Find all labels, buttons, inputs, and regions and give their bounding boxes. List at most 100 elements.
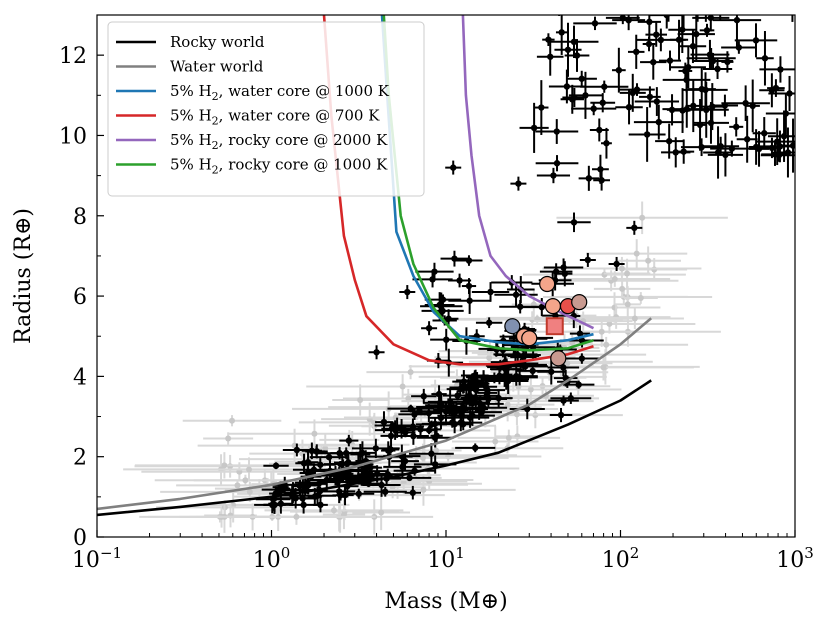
y-tick-label: 2: [73, 446, 87, 471]
bg-planet-point: [527, 386, 534, 393]
planet-point: [401, 457, 409, 465]
planet-point: [515, 180, 522, 187]
planet-point: [563, 83, 571, 90]
planet-point: [428, 421, 435, 428]
planet-point: [714, 65, 721, 73]
bg-planet-point: [322, 445, 329, 452]
bg-planet-point: [651, 266, 658, 273]
highlighted-planet-circle: [571, 294, 588, 311]
planet-point: [317, 501, 324, 509]
planet-point: [564, 46, 572, 53]
planet-point: [454, 392, 461, 399]
bg-planet-point: [505, 434, 512, 441]
planet-point: [271, 501, 278, 509]
bg-planet-point: [311, 430, 318, 437]
x-axis-ticks: 10−1 100 101 102 103: [72, 530, 814, 573]
planet-point: [619, 15, 627, 22]
bg-planet-point: [433, 447, 440, 454]
highlighted-planet-circle: [504, 318, 521, 335]
planet-point: [553, 128, 560, 135]
planet-point: [373, 349, 380, 356]
planet-point: [666, 57, 674, 64]
planet-point: [300, 460, 308, 467]
planet-point: [690, 102, 697, 110]
planet-point: [560, 264, 567, 271]
planet-point: [456, 277, 463, 284]
planet-point: [425, 409, 433, 417]
bg-planet-point: [225, 435, 232, 442]
bg-planet-point: [492, 438, 499, 445]
planet-point: [310, 466, 318, 473]
planet-point: [411, 411, 418, 418]
planet-point: [693, 30, 700, 38]
y-tick-label: 0: [73, 526, 87, 551]
y-tick-label: 8: [73, 205, 87, 230]
planet-point: [775, 151, 783, 159]
planet-point: [502, 365, 509, 373]
planet-point: [504, 377, 512, 385]
planet-point: [655, 118, 663, 126]
planet-point: [570, 38, 578, 46]
planet-point: [279, 485, 286, 492]
x-tick-label: 10−1: [72, 544, 122, 573]
curve-2: [97, 317, 653, 511]
planet-point: [672, 149, 679, 156]
planet-point: [545, 36, 552, 43]
planet-point: [343, 449, 350, 457]
bg-planet-point: [598, 328, 605, 335]
planet-point: [277, 500, 285, 507]
planet-point: [560, 397, 567, 404]
planet-point: [552, 268, 560, 275]
bg-planet-point: [624, 270, 631, 277]
bg-planet-point: [420, 486, 427, 493]
planet-point: [485, 319, 493, 326]
planet-point: [425, 426, 433, 434]
planet-point: [653, 98, 661, 105]
planet-point: [777, 66, 784, 73]
planet-point: [570, 219, 578, 226]
planet-point: [683, 76, 690, 84]
bg-planet-point: [246, 466, 253, 473]
x-tick-label: 101: [427, 544, 465, 573]
planet-point: [625, 103, 633, 111]
planet-point: [689, 43, 697, 50]
curve-4: [322, 15, 594, 366]
planet-point: [437, 414, 445, 422]
planet-point: [459, 384, 467, 391]
model-curves-layer: [97, 15, 653, 517]
planet-point: [770, 0, 776, 4]
planet-point: [436, 399, 444, 407]
bg-planet-point: [378, 509, 385, 516]
planet-point: [317, 461, 324, 468]
planet-point: [466, 297, 473, 304]
planet-point: [431, 461, 439, 468]
bg-planet-point: [234, 482, 241, 489]
planet-point: [782, 110, 790, 117]
planet-point: [435, 390, 443, 398]
planet-point: [548, 368, 555, 375]
planet-point: [380, 418, 388, 426]
planet-point: [584, 256, 592, 264]
planet-point: [438, 303, 445, 310]
planet-point: [590, 105, 597, 112]
planet-point: [631, 224, 638, 232]
planet-point: [585, 175, 593, 182]
planet-point: [722, 151, 729, 159]
planet-point: [599, 99, 606, 106]
highlighted-planet-square: [545, 317, 564, 336]
planet-point: [597, 166, 604, 173]
planet-point: [629, 89, 636, 97]
legend: Rocky world Water world 5% H2, water core …: [107, 21, 425, 197]
planet-point: [646, 18, 653, 26]
planet-point: [538, 104, 545, 111]
highlighted-planet-circle: [539, 275, 556, 293]
planet-point: [425, 325, 433, 332]
bg-planet-point: [513, 411, 520, 418]
planet-point: [598, 177, 605, 184]
planet-point: [665, 137, 673, 145]
planet-point: [484, 389, 491, 397]
planet-point: [707, 15, 715, 22]
planet-point: [344, 460, 351, 467]
planet-point: [613, 260, 620, 268]
